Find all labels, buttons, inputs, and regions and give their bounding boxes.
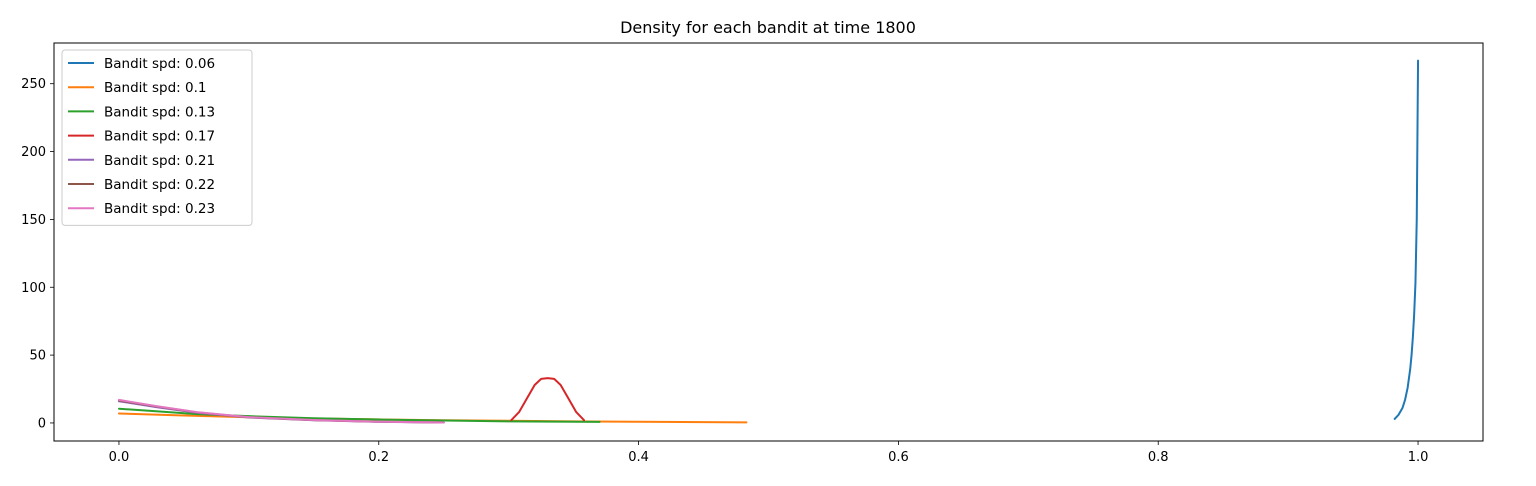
y-tick-label: 50 bbox=[29, 349, 46, 364]
legend-box bbox=[61, 49, 253, 226]
x-tick-label: 0.8 bbox=[1148, 450, 1169, 465]
y-tick-label: 100 bbox=[21, 281, 46, 296]
legend-label: Bandit spd: 0.22 bbox=[104, 177, 215, 193]
y-tick-label: 150 bbox=[21, 213, 46, 228]
series-line-1 bbox=[1393, 59, 1420, 420]
chart-title: Density for each bandit at time 1800 bbox=[620, 18, 916, 37]
legend: Bandit spd: 0.06 Bandit spd: 0.1 Bandit sp… bbox=[61, 49, 253, 226]
series-line-7 bbox=[117, 398, 445, 424]
legend-label: Bandit spd: 0.21 bbox=[104, 153, 215, 169]
axes-layer: 0.0 0.2 0.4 0.6 0.8 1.0 0 50 100 150 200 250 bbox=[21, 42, 1484, 465]
legend-label: Bandit spd: 0.17 bbox=[104, 129, 215, 145]
series-line-3 bbox=[117, 407, 601, 423]
x-tick-label: 0.4 bbox=[628, 450, 649, 465]
legend-label: Bandit spd: 0.1 bbox=[104, 80, 206, 96]
legend-label: Bandit spd: 0.23 bbox=[104, 201, 215, 217]
x-tick-label: 0.0 bbox=[109, 450, 130, 465]
legend-label: Bandit spd: 0.13 bbox=[104, 104, 215, 120]
series-line-4 bbox=[510, 377, 586, 422]
y-tick-label: 250 bbox=[21, 77, 46, 92]
legend-label: Bandit spd: 0.06 bbox=[104, 56, 215, 72]
y-tick-label: 200 bbox=[21, 145, 46, 160]
x-tick-label: 0.6 bbox=[888, 450, 909, 465]
series-layer bbox=[117, 59, 1420, 424]
x-tick-label: 1.0 bbox=[1408, 450, 1429, 465]
plot-frame bbox=[53, 42, 1484, 442]
y-tick-label: 0 bbox=[38, 416, 46, 431]
x-tick-label: 0.2 bbox=[368, 450, 389, 465]
